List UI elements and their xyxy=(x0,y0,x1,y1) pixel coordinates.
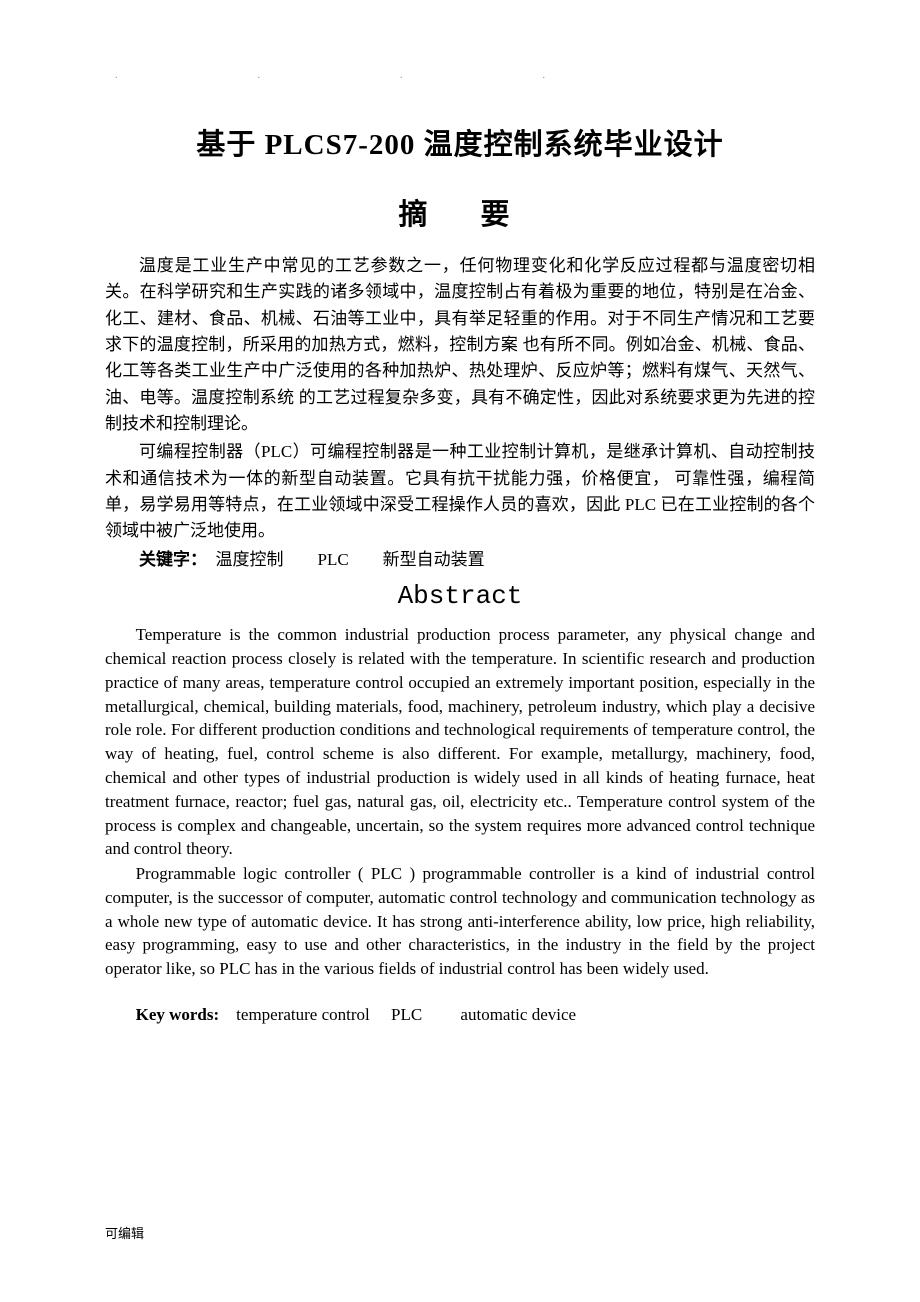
cn-paragraph-1: 温度是工业生产中常见的工艺参数之一，任何物理变化和化学反应过程都与温度密切相关。… xyxy=(105,253,815,437)
abstract-cn-heading: 摘 要 xyxy=(105,191,815,233)
cn-paragraph-2: 可编程控制器（PLC）可编程控制器是一种工业控制计算机，是继承计算机、自动控制技… xyxy=(105,439,815,544)
cn-keywords-line: 关键字： 温度控制 PLC 新型自动装置 xyxy=(105,547,815,573)
document-title: 基于 PLCS7-200 温度控制系统毕业设计 xyxy=(105,121,815,163)
en-keywords-label: Key words: xyxy=(136,1005,220,1024)
cn-keywords-label: 关键字： xyxy=(139,550,199,569)
abstract-en-heading: Abstract xyxy=(105,581,815,611)
en-paragraph-2: Programmable logic controller ( PLC ) pr… xyxy=(105,862,815,981)
cn-keywords-value: 温度控制 PLC 新型自动装置 xyxy=(199,550,485,569)
en-keywords-value: temperature control PLC automatic device xyxy=(219,1005,576,1024)
en-keywords-line: Key words: temperature control PLC autom… xyxy=(105,1003,815,1027)
en-paragraph-1: Temperature is the common industrial pro… xyxy=(105,623,815,861)
header-marks: .... xyxy=(105,70,815,81)
footer-editable-label: 可编辑 xyxy=(105,1223,144,1242)
